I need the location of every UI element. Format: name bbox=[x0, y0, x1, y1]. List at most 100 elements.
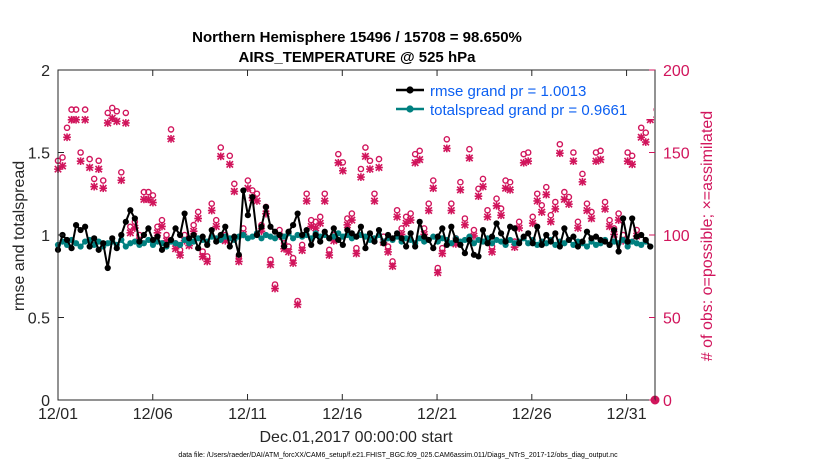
obs-assimilated-marker bbox=[411, 158, 420, 167]
totalspread-point bbox=[461, 236, 468, 244]
rmse-point bbox=[91, 235, 98, 242]
rmse-point bbox=[280, 243, 288, 250]
x-tick-label: 12/06 bbox=[133, 406, 173, 423]
rmse-point bbox=[195, 245, 202, 252]
obs-possible-marker bbox=[357, 165, 365, 173]
obs-possible-marker bbox=[556, 140, 564, 148]
y-tick-label: 0 bbox=[41, 393, 50, 410]
obs-possible-marker bbox=[524, 149, 532, 156]
obs-assimilated-marker bbox=[546, 217, 555, 226]
rmse-point bbox=[253, 231, 261, 239]
rmse-point bbox=[565, 236, 572, 244]
obs-assimilated-marker bbox=[402, 219, 410, 228]
rmse-point bbox=[384, 231, 392, 239]
obs-possible-marker bbox=[99, 177, 107, 184]
obs-assimilated-marker bbox=[601, 205, 609, 213]
rmse-point bbox=[68, 245, 75, 252]
obs-possible-marker bbox=[167, 126, 175, 133]
rmse-point bbox=[213, 238, 220, 245]
obs-possible-marker bbox=[371, 190, 378, 198]
obs-possible-marker bbox=[642, 129, 650, 136]
rmse-point bbox=[610, 226, 618, 234]
rmse-point bbox=[606, 241, 613, 248]
rmse-point bbox=[131, 215, 138, 222]
rmse-point bbox=[570, 233, 577, 240]
rmse-point bbox=[497, 230, 505, 237]
totalspread-point bbox=[638, 241, 645, 248]
obs-assimilated-marker bbox=[388, 262, 397, 271]
obs-possible-marker bbox=[484, 206, 491, 214]
obs-possible-marker bbox=[90, 175, 98, 183]
rmse-point bbox=[448, 223, 455, 230]
rmse-point bbox=[249, 193, 256, 201]
rmse-point bbox=[335, 236, 342, 244]
obs-possible-marker bbox=[466, 145, 473, 153]
obs-assimilated-marker bbox=[551, 205, 560, 213]
obs-possible-marker bbox=[628, 152, 636, 160]
rmse-point bbox=[452, 236, 459, 244]
obs-assimilated-marker bbox=[614, 216, 623, 224]
obs-possible-marker bbox=[348, 210, 356, 217]
obs-assimilated-marker bbox=[438, 249, 447, 258]
obs-possible-marker bbox=[63, 124, 71, 132]
obs-possible-marker bbox=[108, 104, 116, 112]
obs-assimilated-marker bbox=[578, 178, 587, 186]
obs-possible-marker bbox=[81, 106, 89, 113]
rmse-point bbox=[375, 226, 383, 234]
rmse-point bbox=[317, 238, 324, 245]
obs-possible-marker bbox=[149, 192, 157, 199]
rmse-point bbox=[534, 223, 541, 230]
obs-assimilated-marker bbox=[293, 300, 302, 309]
rmse-point bbox=[629, 215, 636, 222]
rmse-point bbox=[77, 226, 84, 234]
rmse-point bbox=[484, 240, 491, 247]
obs-possible-marker bbox=[244, 177, 252, 184]
obs-possible-marker bbox=[497, 205, 505, 212]
obs-possible-marker bbox=[411, 150, 419, 158]
rmse-point bbox=[299, 231, 306, 239]
obs-assimilated-marker bbox=[375, 163, 383, 172]
obs-assimilated-marker bbox=[81, 115, 89, 124]
obs-possible-marker bbox=[316, 213, 324, 221]
obs-possible-marker bbox=[533, 190, 541, 198]
obs-assimilated-marker bbox=[325, 251, 334, 259]
x-tick-label: 12/26 bbox=[512, 406, 552, 423]
obs-possible-marker bbox=[579, 170, 586, 178]
totalspread-point bbox=[289, 235, 297, 242]
totalspread-point bbox=[271, 235, 279, 242]
rmse-point bbox=[339, 241, 346, 248]
y-tick-label: 0.5 bbox=[28, 311, 50, 328]
rmse-point bbox=[312, 231, 319, 239]
obs-possible-marker bbox=[217, 144, 225, 151]
rmse-point bbox=[416, 218, 423, 225]
obs-possible-marker bbox=[570, 149, 577, 156]
obs-assimilated-marker bbox=[158, 222, 166, 231]
rmse-point bbox=[407, 230, 414, 237]
obs-possible-marker bbox=[113, 107, 121, 115]
obs-assimilated-marker bbox=[465, 154, 474, 162]
rmse-point bbox=[403, 243, 410, 250]
obs-assimilated-marker bbox=[357, 173, 365, 181]
obs-assimilated-marker bbox=[316, 219, 325, 228]
obs-assimilated-marker bbox=[433, 268, 442, 277]
totalspread-point bbox=[430, 233, 437, 240]
rmse-point bbox=[525, 230, 532, 237]
rmse-point bbox=[425, 236, 432, 244]
totalspread-point bbox=[624, 243, 631, 250]
obs-possible-marker bbox=[104, 109, 112, 117]
obs-possible-marker bbox=[588, 208, 595, 216]
chart-title: Northern Hemisphere 15496 / 15708 = 98.6… bbox=[192, 29, 522, 46]
rmse-point bbox=[199, 233, 206, 240]
obs-assimilated-marker bbox=[194, 214, 202, 223]
rmse-point bbox=[398, 235, 405, 242]
obs-assimilated-marker bbox=[587, 214, 596, 223]
obs-assimilated-marker bbox=[99, 184, 108, 193]
rmse-point bbox=[592, 233, 600, 240]
rmse-point bbox=[235, 251, 242, 258]
obs-assimilated-marker bbox=[230, 187, 239, 196]
rmse-point bbox=[321, 228, 328, 235]
y-right-tick-label: 0 bbox=[663, 393, 672, 410]
obs-assimilated-marker bbox=[497, 211, 505, 220]
chart-subtitle: AIRS_TEMPERATURE @ 525 hPa bbox=[239, 49, 477, 66]
rmse-point bbox=[380, 240, 387, 247]
